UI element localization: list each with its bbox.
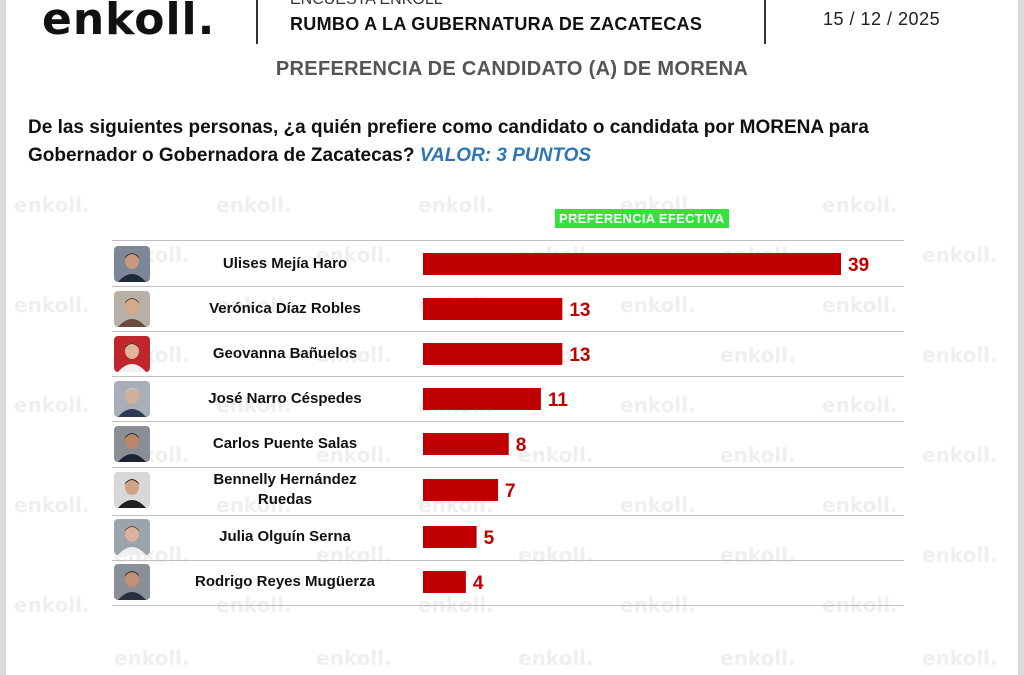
row-separator	[112, 376, 904, 377]
candidate-name-line: Ruedas	[257, 491, 313, 508]
avatar-woman-glasses-icon	[114, 291, 150, 327]
bar	[423, 571, 466, 593]
bar-value-label: 13	[569, 345, 590, 366]
survey-question: De las siguientes personas, ¿a quién pre…	[28, 114, 968, 170]
candidate-name: Verónica Díaz Robles	[160, 299, 410, 319]
bar-value-label: 8	[516, 435, 527, 456]
bar-value-label: 4	[473, 573, 484, 594]
bar-value-label: 39	[848, 255, 869, 276]
candidate-name-line: Julia Olguín Serna	[219, 528, 351, 545]
row-separator	[112, 467, 904, 468]
row-separator	[112, 605, 904, 606]
header-divider-right	[764, 0, 766, 44]
row-separator	[112, 515, 904, 516]
bar-value-label: 5	[484, 528, 495, 549]
avatar-woman-dark-hair-icon	[114, 472, 150, 508]
candidate-name: Rodrigo Reyes Mugüerza	[160, 572, 410, 592]
candidate-name-line: Ulises Mejía Haro	[222, 255, 348, 272]
bar-value-label: 13	[569, 300, 590, 321]
candidate-name: Carlos Puente Salas	[160, 434, 410, 454]
row-separator	[112, 331, 904, 332]
header-title: RUMBO A LA GUBERNATURA DE ZACATECAS	[290, 14, 703, 34]
row-separator	[112, 286, 904, 287]
avatar-man-dark-hair-icon	[114, 246, 150, 282]
avatar-man-gray-hair-icon	[114, 381, 150, 417]
enkoll-logo: enkoll.	[42, 0, 216, 45]
avatar-man-suit-icon	[114, 426, 150, 462]
avatar-woman-red-background-icon	[114, 336, 150, 372]
left-frame-border	[0, 0, 6, 675]
candidate-name: Julia Olguín Serna	[160, 527, 410, 547]
bar	[423, 253, 841, 275]
bar	[423, 479, 499, 501]
candidate-name-line: Geovanna Bañuelos	[212, 345, 358, 362]
bar	[423, 433, 509, 455]
header-divider-left	[256, 0, 258, 44]
preferencia-efectiva-badge: PREFERENCIA EFECTIVA	[555, 209, 729, 228]
candidate-name-line: Bennelly Hernández	[213, 471, 357, 488]
candidate-name: José Narro Céspedes	[160, 389, 410, 409]
avatar-woman-short-hair-icon	[114, 519, 150, 555]
survey-label: ENCUESTA ENKOLL	[290, 0, 443, 9]
candidate-name-line: Carlos Puente Salas	[212, 435, 358, 452]
question-valor: VALOR: 3 PUNTOS	[419, 145, 592, 166]
bar	[423, 388, 541, 410]
candidate-name-line: Rodrigo Reyes Mugüerza	[194, 573, 376, 590]
question-text: De las siguientes personas, ¿a quién pre…	[28, 117, 869, 166]
candidate-name: Ulises Mejía Haro	[160, 254, 410, 274]
candidate-name: Bennelly Hernández Ruedas	[160, 470, 410, 510]
candidate-name: Geovanna Bañuelos	[160, 344, 410, 364]
avatar-man-beard-icon	[114, 564, 150, 600]
right-frame-border	[1018, 0, 1024, 675]
bar-value-label: 7	[505, 481, 516, 502]
bar-value-label: 11	[548, 390, 569, 411]
candidate-name-line: José Narro Céspedes	[208, 390, 362, 407]
survey-date: 15 / 12 / 2025	[823, 9, 941, 29]
row-separator	[112, 240, 904, 241]
bar	[423, 343, 563, 365]
row-separator	[112, 560, 904, 561]
page-subtitle: PREFERENCIA DE CANDIDATO (A) DE MORENA	[275, 58, 749, 80]
bar	[423, 526, 477, 548]
row-separator	[112, 421, 904, 422]
candidate-name-line: Verónica Díaz Robles	[209, 300, 361, 317]
bar	[423, 298, 563, 320]
